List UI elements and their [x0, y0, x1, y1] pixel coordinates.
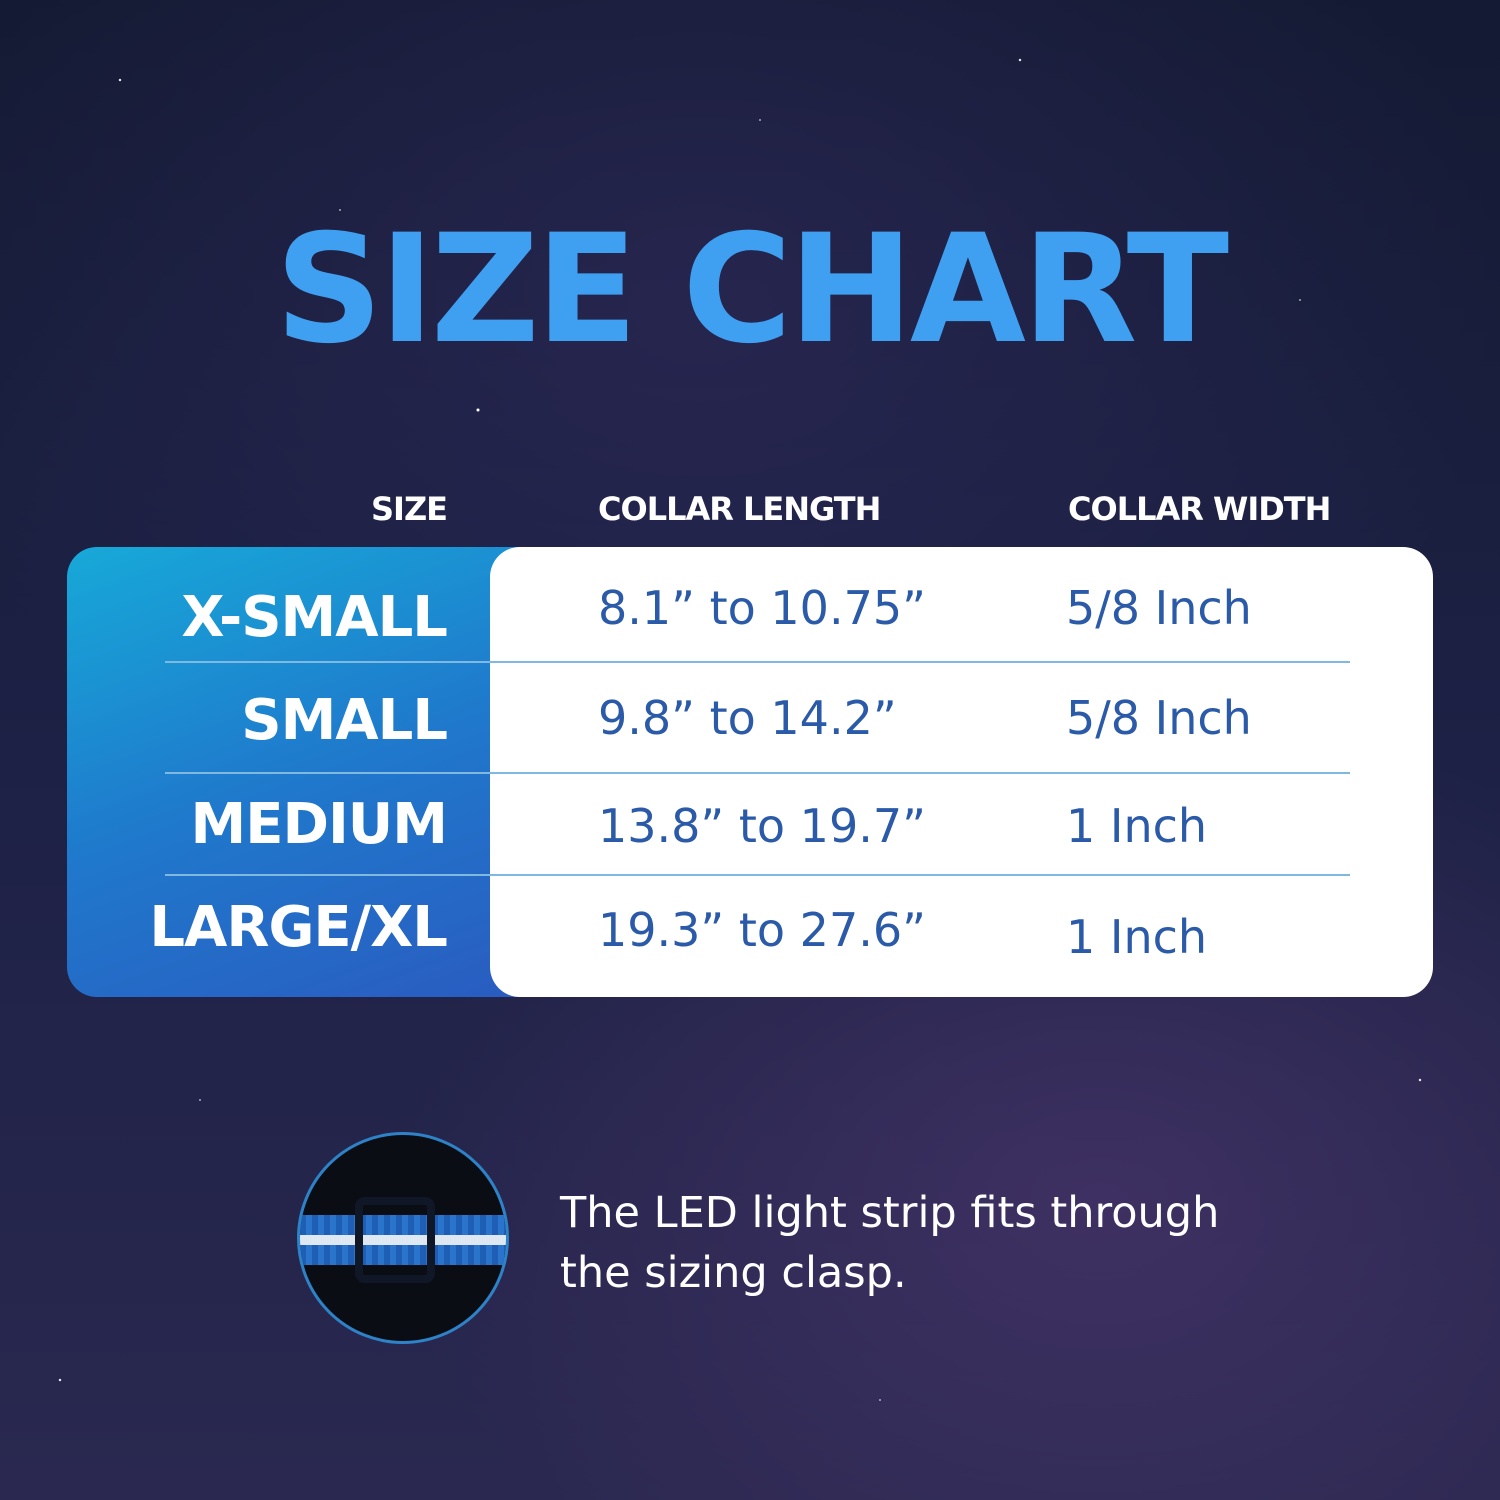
- size-label: MEDIUM: [190, 792, 448, 857]
- size-label: X-SMALL: [181, 585, 448, 650]
- collar-length: 9.8” to 14.2”: [598, 691, 897, 745]
- collar-width: 1 Inch: [1066, 910, 1208, 964]
- column-header: COLLAR WIDTH: [1068, 490, 1331, 528]
- row-separator: [165, 661, 1350, 663]
- collar-length: 13.8” to 19.7”: [598, 799, 926, 853]
- caption: The LED light strip fits through the siz…: [560, 1188, 1220, 1298]
- size-label: LARGE/XL: [149, 895, 448, 960]
- title: SIZE CHART: [274, 203, 1229, 377]
- collar-length: 8.1” to 10.75”: [598, 581, 926, 635]
- column-header: SIZE: [370, 490, 448, 528]
- collar-length: 19.3” to 27.6”: [598, 903, 926, 957]
- size-label: SMALL: [241, 688, 448, 753]
- clasp-photo: [297, 1132, 509, 1344]
- collar-width: 1 Inch: [1066, 799, 1208, 853]
- collar-width: 5/8 Inch: [1066, 581, 1252, 635]
- clasp: [355, 1197, 435, 1283]
- light-strip: [300, 1235, 506, 1245]
- collar-width: 5/8 Inch: [1066, 691, 1252, 745]
- row-separator: [165, 772, 1350, 774]
- row-separator: [165, 874, 1350, 876]
- column-header: COLLAR LENGTH: [598, 490, 881, 528]
